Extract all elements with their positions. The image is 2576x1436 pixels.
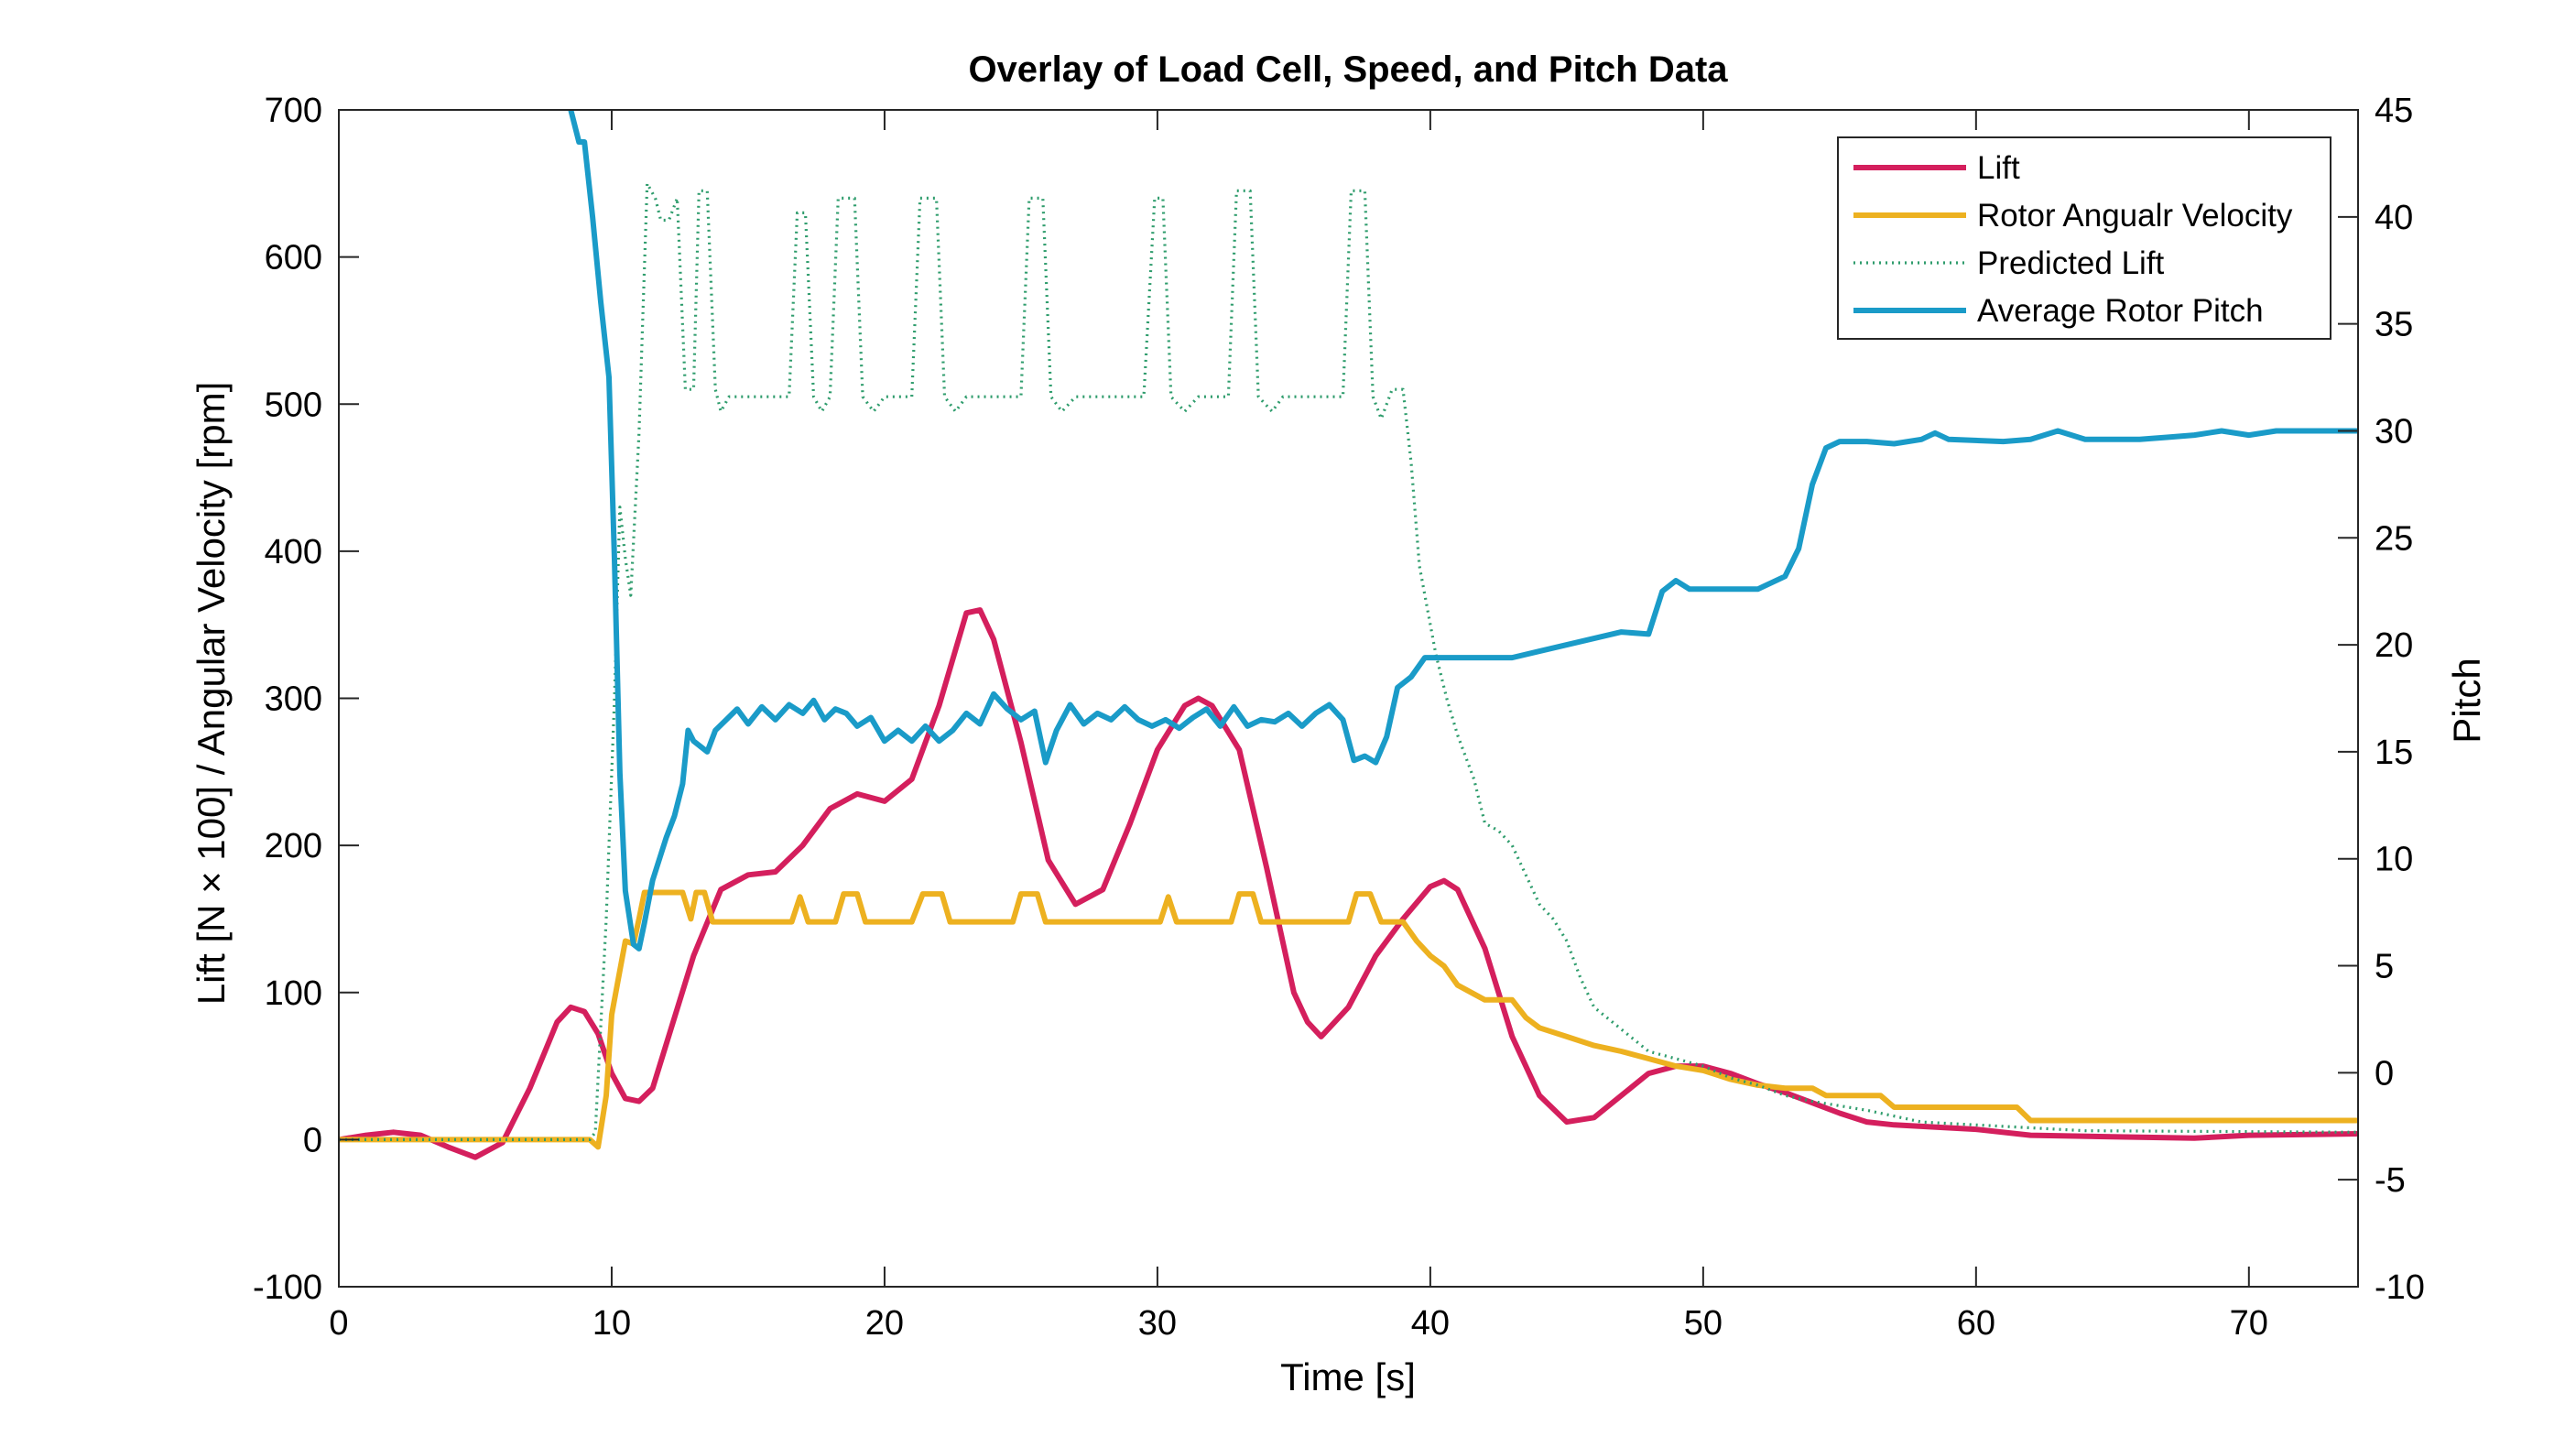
y-right-tick-label: 20 bbox=[2375, 626, 2413, 665]
x-tick-label: 50 bbox=[1684, 1304, 1723, 1343]
legend-box bbox=[1837, 136, 2331, 340]
series-line-average-rotor-pitch bbox=[568, 110, 2358, 952]
y-left-tick-label: 0 bbox=[303, 1121, 322, 1159]
x-tick-label: 20 bbox=[865, 1304, 904, 1343]
y-right-tick-label: 30 bbox=[2375, 412, 2413, 451]
x-tick-label: 70 bbox=[2230, 1304, 2268, 1343]
y-right-tick-label: 15 bbox=[2375, 734, 2413, 772]
x-tick-label: 30 bbox=[1138, 1304, 1177, 1343]
y-left-tick-label: 400 bbox=[265, 533, 322, 571]
legend-entry-label: Rotor Angualr Velocity bbox=[1977, 198, 2293, 234]
chart-title: Overlay of Load Cell, Speed, and Pitch D… bbox=[968, 49, 1728, 90]
y-right-tick-label: 10 bbox=[2375, 841, 2413, 879]
legend: Lift Rotor Angualr Velocity Predicted Lift… bbox=[1837, 136, 2331, 340]
y-left-tick-label: 700 bbox=[265, 92, 322, 130]
y-right-tick-label: -10 bbox=[2375, 1268, 2425, 1307]
y-axis-left-label: Lift [N × 100] / Angular Velocity [rpm] bbox=[190, 382, 233, 1006]
y-left-tick-label: 500 bbox=[265, 386, 322, 424]
legend-entry-label: Lift bbox=[1977, 150, 2020, 186]
legend-entry-label: Average Rotor Pitch bbox=[1977, 293, 2264, 329]
y-left-tick-label: -100 bbox=[253, 1268, 322, 1307]
x-tick-label: 10 bbox=[592, 1304, 631, 1343]
y-right-tick-label: 35 bbox=[2375, 306, 2413, 344]
y-left-tick-label: 600 bbox=[265, 239, 322, 277]
y-left-tick-label: 100 bbox=[265, 974, 322, 1013]
series-line-predicted-lift bbox=[339, 181, 2358, 1142]
y-right-tick-label: 5 bbox=[2375, 948, 2394, 986]
x-tick-label: 0 bbox=[329, 1304, 348, 1343]
x-tick-label: 60 bbox=[1957, 1304, 1995, 1343]
y-right-tick-label: 45 bbox=[2375, 92, 2413, 130]
x-axis-label: Time [s] bbox=[1280, 1355, 1416, 1398]
y-right-tick-label: 40 bbox=[2375, 199, 2413, 237]
y-left-tick-label: 200 bbox=[265, 827, 322, 865]
y-axis-right-label: Pitch bbox=[2445, 658, 2488, 743]
plot-area bbox=[339, 110, 2358, 1160]
y-left-tick-label: 300 bbox=[265, 680, 322, 719]
y-right-tick-label: 0 bbox=[2375, 1054, 2394, 1093]
axes: 0 10 20 30 40 50 60 70-100010020030040050060070… bbox=[253, 92, 2425, 1343]
series-line-rotor-angualr-velocity bbox=[339, 889, 2358, 1150]
y-right-tick-label: -5 bbox=[2375, 1161, 2406, 1200]
legend-entry-label: Predicted Lift bbox=[1977, 245, 2165, 281]
y-right-tick-label: 25 bbox=[2375, 519, 2413, 558]
x-tick-label: 40 bbox=[1411, 1304, 1450, 1343]
